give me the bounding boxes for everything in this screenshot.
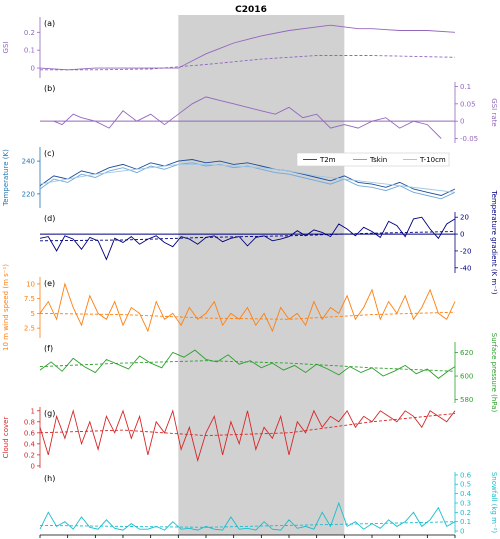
panel-tag: (f) bbox=[44, 344, 53, 353]
series-line bbox=[39, 231, 456, 242]
y-tick-label: 0.6 bbox=[460, 471, 472, 479]
y-tick-label: 0.1 bbox=[460, 83, 471, 91]
panel-tag: (h) bbox=[44, 474, 55, 483]
panel-c: (c) 220 240 Temperature (K) T2m Tskin T-10cm bbox=[2, 147, 456, 208]
panel-h: (h) 0 0.10.2 0.30.40.5 0.6 Snowfall (kg m⁻²) bbox=[39, 471, 498, 536]
y-tick-label: 0.3 bbox=[460, 499, 471, 507]
y-tick-label: 0 bbox=[31, 462, 35, 470]
y-tick-label: 10 bbox=[26, 280, 35, 288]
y-tick-label: 620 bbox=[460, 349, 473, 357]
y-axis-label: Temperature (K) bbox=[2, 149, 10, 207]
y-tick-label: 0.6 bbox=[24, 429, 36, 437]
y-tick-label: 2.5 bbox=[24, 325, 35, 333]
series-line bbox=[39, 159, 456, 196]
y-tick-label: -0.05 bbox=[460, 135, 478, 143]
y-tick-label: 600 bbox=[460, 373, 473, 381]
y-axis-label: GSI bbox=[2, 42, 10, 54]
y-tick-label: 240 bbox=[22, 158, 35, 166]
series-line bbox=[39, 360, 456, 372]
y-tick-label: 0 bbox=[31, 65, 35, 73]
panel-tag: (c) bbox=[44, 149, 55, 158]
series-line bbox=[39, 163, 456, 193]
legend-entry: T2m bbox=[319, 156, 336, 164]
y-tick-label: 0 bbox=[460, 118, 464, 126]
legend-entry: T-10cm bbox=[419, 156, 446, 164]
panel-tag: (a) bbox=[44, 19, 55, 28]
y-tick-label: 0.4 bbox=[460, 490, 472, 498]
series-line bbox=[39, 282, 456, 333]
series-line bbox=[39, 409, 456, 463]
legend-box bbox=[296, 152, 450, 167]
y-axis-label: Snowfall (kg m⁻²) bbox=[490, 472, 498, 534]
panel-f: (f) 580 600 620 Surface pressure (hPa) bbox=[39, 333, 498, 413]
y-tick-label: 0 bbox=[460, 528, 464, 536]
series-line bbox=[39, 216, 456, 261]
y-tick-label: 0.4 bbox=[24, 440, 36, 448]
y-axis-label: Surface pressure (hPa) bbox=[490, 333, 498, 413]
y-tick-label: -40 bbox=[460, 264, 471, 272]
y-tick-label: 0.05 bbox=[460, 100, 476, 108]
y-axis-label: Temperature gradient (K m⁻¹) bbox=[490, 190, 498, 295]
y-tick-label: -20 bbox=[460, 247, 471, 255]
series-line bbox=[39, 349, 456, 379]
y-tick-label: 7.5 bbox=[24, 295, 35, 303]
y-tick-label: 0.5 bbox=[460, 481, 471, 489]
panel-tag: (b) bbox=[44, 84, 55, 93]
y-tick-label: 580 bbox=[460, 396, 473, 404]
y-tick-label: 1 bbox=[31, 407, 35, 415]
panel-g: (g) 0 0.2 0.4 0.6 0.8 1 Cloud cover bbox=[2, 407, 456, 470]
panel-tag: (e) bbox=[44, 279, 55, 288]
x-axis: 01 Nov201511 Nov201521 Nov201501 Dec2015… bbox=[39, 534, 456, 538]
series-line bbox=[39, 521, 456, 528]
series-line bbox=[39, 311, 456, 320]
series-line bbox=[39, 24, 456, 71]
y-axis-label: GSI rate bbox=[490, 98, 498, 126]
y-tick-label: 20 bbox=[460, 214, 469, 222]
shaded-period bbox=[178, 15, 345, 535]
series-line bbox=[39, 501, 456, 531]
series-line bbox=[39, 413, 456, 437]
panel-a: (a) 0 0.1 0.2 GSI bbox=[2, 17, 456, 78]
figure-title: C2016 bbox=[235, 5, 267, 15]
legend: T2m Tskin T-10cm bbox=[296, 152, 450, 167]
legend-entry: Tskin bbox=[369, 156, 387, 164]
y-tick-label: 0.2 bbox=[24, 29, 35, 37]
y-tick-label: 5 bbox=[31, 310, 35, 318]
panel-b: (b) -0.05 0 0.05 0.1 GSI rate bbox=[40, 82, 498, 143]
panel-tag: (d) bbox=[44, 214, 55, 223]
y-tick-label: 0.1 bbox=[24, 47, 35, 55]
y-axis-label: 10 m wind speed (m s⁻¹) bbox=[2, 264, 10, 351]
y-tick-label: 0 bbox=[460, 231, 464, 239]
series-line bbox=[39, 162, 456, 200]
panel-d: (d) -40 -20 0 20 Temperature gradient (K m⁻¹) bbox=[39, 190, 498, 295]
y-tick-label: 0.1 bbox=[460, 518, 471, 526]
y-tick-label: 0.8 bbox=[24, 418, 35, 426]
series-line bbox=[53, 96, 442, 139]
shaded-period-rect bbox=[178, 15, 345, 535]
panel-e: (e) 2.5 5 7.5 10 10 m wind speed (m s⁻¹) bbox=[2, 264, 456, 351]
panel-tag: (g) bbox=[44, 409, 55, 418]
y-axis-label: Cloud cover bbox=[2, 417, 10, 459]
y-tick-label: 0.2 bbox=[24, 451, 35, 459]
y-tick-label: 220 bbox=[22, 190, 35, 198]
y-tick-label: 0.2 bbox=[460, 509, 471, 517]
